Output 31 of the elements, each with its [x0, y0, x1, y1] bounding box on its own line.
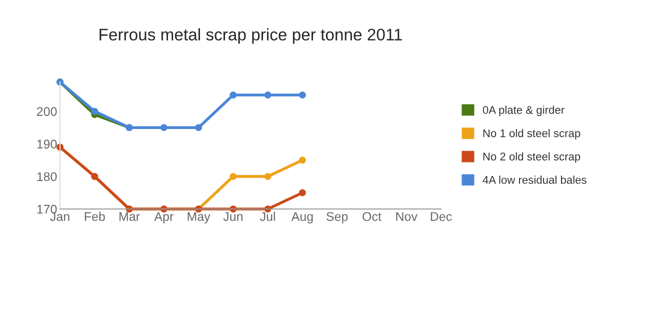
point — [230, 92, 237, 98]
point — [264, 92, 272, 98]
chart-title: Ferrous metal scrap price per tonne 2011 — [100, 28, 402, 44]
y-tick-label: 180 — [37, 172, 57, 182]
legend-label: No 1 old steel scrap — [483, 129, 580, 140]
x-tick-label: May — [188, 212, 210, 224]
x-tick-label: Dec — [430, 212, 452, 221]
point — [264, 172, 272, 180]
x-tick-label: Jul — [260, 212, 275, 221]
y-tick-label: 190 — [37, 140, 57, 149]
point — [91, 108, 98, 115]
x-tick-label: Sep — [326, 212, 348, 224]
point — [298, 156, 306, 164]
legend-label: 4A low residual bales — [482, 176, 586, 184]
x-tick-label: Jan — [50, 212, 70, 221]
point — [298, 92, 306, 98]
legend-label: 0A plate & girder — [482, 106, 564, 116]
x-tick-label: Mar — [120, 212, 140, 221]
point — [160, 124, 168, 132]
x-tick-label: Aug — [291, 212, 313, 224]
x-tick-label: Oct — [362, 212, 382, 221]
point — [230, 172, 237, 180]
point — [195, 124, 202, 132]
x-tick-label: Feb — [84, 212, 105, 221]
x-tick-label: Apr — [154, 212, 174, 224]
y-tick-label: 200 — [37, 107, 57, 116]
point — [298, 189, 306, 196]
legend-label: No 2 old steel scrap — [483, 152, 580, 163]
y-tick-label: 170 — [37, 204, 57, 214]
x-tick-label: Nov — [396, 212, 418, 221]
x-tick-label: Jun — [223, 212, 242, 221]
